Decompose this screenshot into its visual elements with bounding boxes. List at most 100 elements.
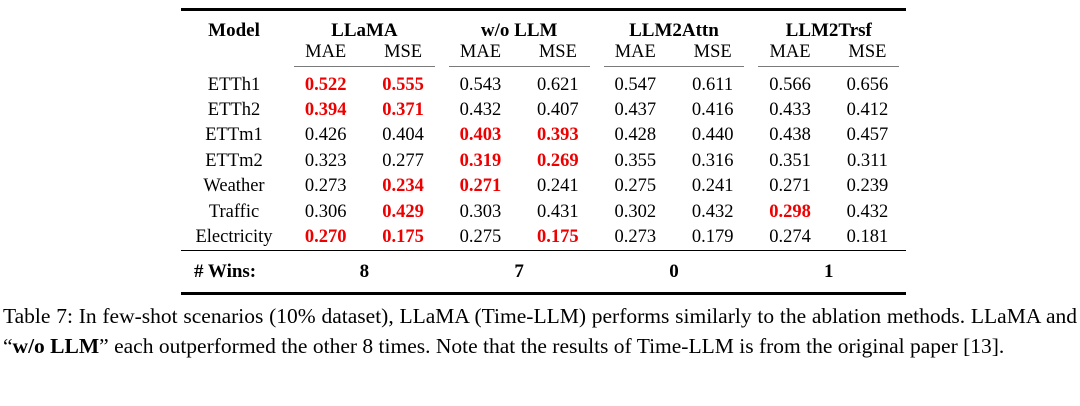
table-row: ETTm1 0.426 0.404 0.403 0.393 0.428 0.440 0.43…: [181, 123, 906, 148]
caption-text-1: Table 7: In few-shot scenarios (10% data…: [3, 304, 1077, 358]
metric-value: 0.175: [382, 226, 424, 247]
metric-value: 0.566: [769, 74, 811, 95]
metric-value: 0.426: [304, 125, 347, 146]
metric-value: 0.543: [459, 74, 502, 95]
metric-value: 0.412: [846, 99, 889, 120]
group-underline-row: [181, 64, 906, 73]
table-row: ETTm2 0.323 0.277 0.319 0.269 0.355 0.316 0.35…: [181, 149, 906, 174]
dataset-name: Electricity: [195, 226, 273, 247]
dataset-name: ETTm1: [205, 125, 263, 146]
metric-value: 0.273: [304, 176, 347, 197]
metrics-header-row: MAE MSE MAE MSE MAE MSE MAE MSE: [181, 43, 906, 64]
metric-value: 0.181: [846, 226, 889, 247]
wins-label: # Wins:: [181, 250, 287, 296]
metric-value: 0.431: [537, 201, 579, 222]
metric-header-mae: MAE: [305, 42, 347, 62]
metric-value: 0.269: [537, 150, 579, 171]
table-row: ETTh1 0.522 0.555 0.543 0.621 0.547 0.611 0.56…: [181, 73, 906, 98]
metric-value: 0.355: [614, 150, 657, 171]
metric-header-mse: MSE: [848, 42, 887, 62]
wins-value: 8: [287, 250, 442, 296]
table-row: Traffic 0.306 0.429 0.303 0.431 0.302 0.432 0.…: [181, 200, 906, 225]
table-row: ETTh2 0.394 0.371 0.432 0.407 0.437 0.416 0.43…: [181, 98, 906, 123]
metric-value: 0.547: [614, 74, 657, 95]
group-underline: [448, 65, 590, 67]
group-header-llama: LLaMA: [287, 8, 442, 43]
metric-value: 0.440: [691, 125, 734, 146]
caption-text-2: ” each outperformed the other 8 times. N…: [99, 333, 1005, 358]
group-underline: [294, 65, 435, 67]
metric-value: 0.241: [691, 176, 734, 197]
dataset-name: Traffic: [208, 201, 260, 222]
metric-value: 0.433: [769, 99, 811, 120]
metric-header-mae: MAE: [614, 42, 656, 62]
metric-value: 0.319: [459, 150, 502, 171]
metric-value: 0.270: [304, 226, 347, 247]
metric-value: 0.432: [459, 99, 502, 120]
dataset-name: ETTm2: [205, 150, 263, 171]
metric-value: 0.522: [304, 74, 347, 95]
metric-value: 0.656: [846, 74, 889, 95]
table-row: Weather 0.273 0.234 0.271 0.241 0.275 0.241 0.…: [181, 174, 906, 199]
caption-bold-wo-llm: w/o LLM: [12, 333, 100, 358]
metric-value: 0.241: [537, 176, 579, 197]
metric-value: 0.277: [382, 150, 424, 171]
metric-header-mae: MAE: [459, 42, 502, 62]
metric-value: 0.432: [846, 201, 889, 222]
dataset-name: ETTh1: [207, 74, 261, 95]
metric-value: 0.432: [691, 201, 734, 222]
metric-value: 0.437: [614, 99, 657, 120]
metric-value: 0.371: [382, 99, 424, 120]
metric-value: 0.404: [382, 125, 424, 146]
group-header-llm2trsf: LLM2Trsf: [751, 8, 907, 43]
metric-value: 0.351: [769, 150, 811, 171]
group-underline: [758, 65, 900, 67]
metric-value: 0.234: [382, 176, 424, 197]
metric-value: 0.271: [459, 176, 502, 197]
metric-value: 0.274: [769, 226, 811, 247]
metric-value: 0.275: [614, 176, 657, 197]
metric-header-mse: MSE: [384, 42, 423, 62]
metric-header-mse: MSE: [693, 42, 732, 62]
metric-value: 0.311: [846, 150, 888, 171]
metric-value: 0.316: [691, 150, 734, 171]
ablation-results-table: Model LLaMA w/o LLM LLM2Attn LLM2Trsf MA…: [181, 8, 907, 296]
metric-value: 0.302: [614, 201, 657, 222]
metric-header-mse: MSE: [538, 42, 577, 62]
metric-value: 0.179: [691, 226, 734, 247]
group-underline: [603, 65, 745, 67]
metric-value: 0.555: [382, 74, 424, 95]
metric-value: 0.611: [692, 74, 734, 95]
metric-value: 0.239: [846, 176, 889, 197]
metric-value: 0.621: [537, 74, 579, 95]
wins-value: 1: [751, 250, 907, 296]
metric-value: 0.175: [537, 226, 579, 247]
metric-value: 0.394: [304, 99, 347, 120]
dataset-name: ETTh2: [207, 99, 261, 120]
metric-header-mae: MAE: [769, 42, 811, 62]
metric-value: 0.429: [382, 201, 424, 222]
column-header-model: Model: [181, 8, 287, 43]
metric-value: 0.275: [459, 226, 502, 247]
group-header-llm2attn: LLM2Attn: [596, 8, 752, 43]
metric-value: 0.273: [614, 226, 657, 247]
metric-value: 0.306: [304, 201, 347, 222]
wins-value: 0: [596, 250, 752, 296]
wins-value: 7: [441, 250, 597, 296]
metric-value: 0.298: [769, 201, 811, 222]
metric-value: 0.323: [304, 150, 347, 171]
metric-value: 0.271: [769, 176, 811, 197]
metric-value: 0.303: [459, 201, 502, 222]
metrics-header-spacer: [181, 43, 287, 64]
metric-value: 0.403: [459, 125, 502, 146]
metric-value: 0.407: [537, 99, 579, 120]
table-row: Electricity 0.270 0.175 0.275 0.175 0.273 0.1…: [181, 225, 906, 251]
table-header-row: Model LLaMA w/o LLM LLM2Attn LLM2Trsf: [181, 8, 907, 43]
metric-value: 0.438: [769, 125, 811, 146]
dataset-name: Weather: [203, 176, 265, 197]
group-header-wo-llm: w/o LLM: [441, 8, 597, 43]
metric-value: 0.416: [691, 99, 734, 120]
table-body: ETTh1 0.522 0.555 0.543 0.621 0.547 0.611 0.56…: [181, 73, 906, 251]
